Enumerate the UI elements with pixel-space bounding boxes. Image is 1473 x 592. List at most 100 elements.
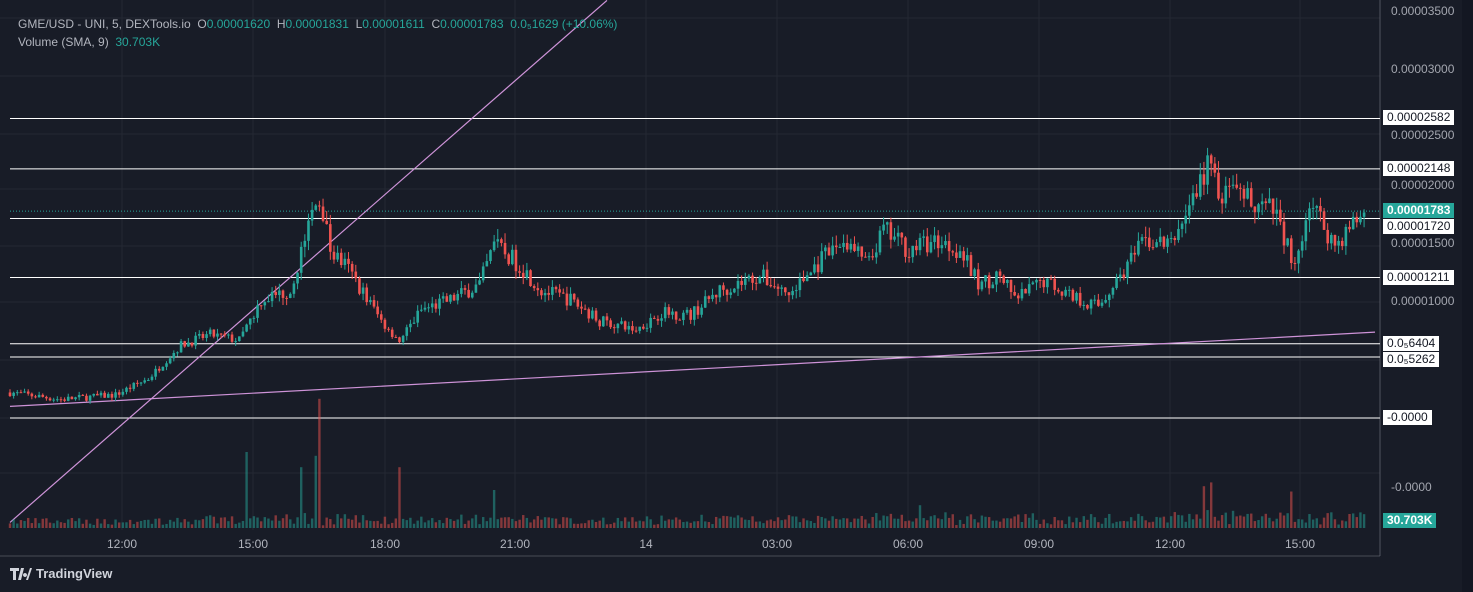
volume-bar <box>1038 523 1042 528</box>
volume-bar <box>34 518 37 528</box>
candle-body <box>274 291 278 296</box>
volume-bar <box>256 517 259 528</box>
candle-body <box>238 336 241 342</box>
candle-body <box>474 284 478 293</box>
level-price-tag: 0.00002582 <box>1383 110 1455 126</box>
candle-body <box>882 224 885 231</box>
candle-body <box>1002 275 1006 283</box>
volume-bar <box>1311 519 1315 528</box>
volume-bar <box>558 524 561 528</box>
candle-body <box>642 326 645 329</box>
candle-body <box>248 318 252 325</box>
tradingview-logo[interactable]: TradingView <box>10 566 112 581</box>
volume-bar <box>420 516 423 528</box>
volume-bar <box>696 521 700 528</box>
volume-bar <box>995 520 998 528</box>
volume-bar <box>336 514 339 528</box>
volume-bar <box>252 516 256 528</box>
high-label: H <box>276 17 286 31</box>
candle-body <box>161 366 165 371</box>
candle-body <box>110 393 114 398</box>
volume-bar <box>1188 513 1191 528</box>
level-price-tag: 0.0₅5262 <box>1383 352 1440 367</box>
time-axis-label: 15:00 <box>1284 537 1316 551</box>
candle-body <box>347 258 350 264</box>
volume-bar <box>365 520 368 528</box>
candle-body <box>998 271 1002 276</box>
candle-body <box>66 396 70 401</box>
candle-body <box>241 331 245 337</box>
candle-body <box>325 220 328 225</box>
volume-bar <box>951 514 954 528</box>
candle-body <box>951 251 955 253</box>
volume-bar <box>565 517 569 528</box>
volume-bar <box>667 519 671 528</box>
volume-bar <box>896 518 900 528</box>
candle-body <box>430 303 434 308</box>
candle-body <box>521 272 525 278</box>
level-price-tag: 0.00002148 <box>1383 160 1455 176</box>
volume-bar <box>1100 523 1104 528</box>
time-axis-label: 06:00 <box>892 537 924 551</box>
volume-bar <box>514 521 518 528</box>
candle-body <box>452 294 456 301</box>
volume-bar <box>947 517 951 528</box>
candle-body <box>358 278 361 294</box>
candle-body <box>915 245 918 251</box>
volume-bar <box>1049 524 1053 528</box>
volume-bar <box>649 519 652 528</box>
volume-bar <box>580 523 583 528</box>
candle-body <box>350 263 354 272</box>
candle-body <box>1220 198 1224 204</box>
candle-body <box>1046 278 1049 288</box>
candle-body <box>736 280 740 289</box>
volume-bar <box>605 524 609 528</box>
candle-body <box>121 391 125 395</box>
volume-bar <box>212 516 216 528</box>
candle-body <box>1242 188 1246 199</box>
volume-bar <box>860 515 863 528</box>
volume-label[interactable]: Volume (SMA, 9) <box>18 35 109 49</box>
volume-bar <box>1264 513 1267 528</box>
volume-bar <box>831 516 834 528</box>
volume-bar <box>482 517 485 528</box>
candle-body <box>230 334 234 342</box>
volume-bar <box>674 517 678 528</box>
candle-body <box>30 393 34 397</box>
volume-bar <box>405 520 408 528</box>
candle-body <box>1289 238 1293 264</box>
volume-bar <box>92 524 95 528</box>
volume-bar <box>689 522 692 528</box>
candle-body <box>263 302 267 306</box>
candle-body <box>1322 211 1326 230</box>
candle-body <box>467 289 470 298</box>
candle-body <box>361 287 365 294</box>
candle-body <box>259 305 263 307</box>
volume-bar <box>576 523 580 528</box>
volume-bar <box>1246 513 1249 528</box>
candle-body <box>1319 206 1322 212</box>
candle-body <box>190 342 194 346</box>
volume-bar <box>1286 513 1289 528</box>
candle-body <box>693 306 696 320</box>
volume-bar <box>398 467 401 528</box>
candle-body <box>1053 278 1056 290</box>
volume-bar <box>940 519 944 528</box>
volume-bar <box>1308 514 1311 528</box>
candle-body <box>81 394 85 396</box>
volume-bar <box>536 516 539 528</box>
volume-bar <box>77 518 81 528</box>
volume-bar <box>966 516 969 528</box>
volume-bar <box>1260 516 1264 528</box>
volume-bar <box>245 452 248 528</box>
candle-body <box>733 288 736 293</box>
volume-bar <box>383 516 387 528</box>
volume-bar <box>147 519 150 528</box>
volume-bar <box>1333 519 1337 528</box>
volume-bar <box>554 518 558 528</box>
symbol-label[interactable]: GME/USD - UNI, 5, DEXTools.io <box>18 17 191 31</box>
volume-bar <box>314 455 317 528</box>
volume-bar <box>977 522 980 528</box>
volume-legend: Volume (SMA, 9) 30.703K <box>18 35 160 49</box>
